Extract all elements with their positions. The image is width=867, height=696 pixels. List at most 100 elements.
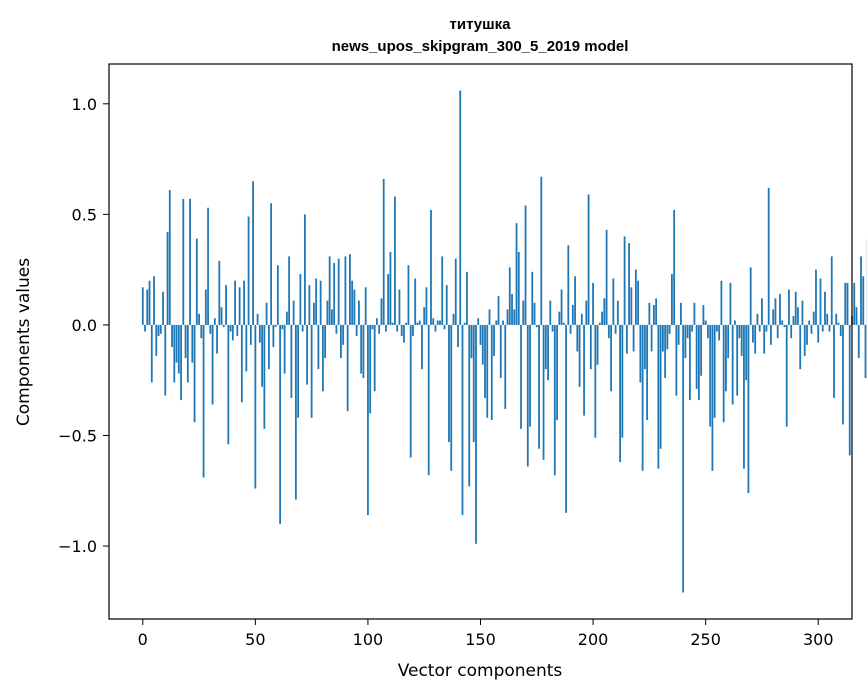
bar-177 [540, 176, 543, 325]
bar-71 [301, 324, 304, 332]
bar-16 [177, 324, 180, 374]
bar-100 [367, 324, 369, 516]
bar-52 [258, 324, 261, 343]
bar-297 [810, 324, 813, 334]
bar-310 [839, 324, 842, 336]
bar-287 [788, 289, 790, 325]
bar-145 [468, 324, 471, 487]
bar-75 [310, 324, 313, 418]
bar-264 [736, 324, 739, 396]
bar-314 [848, 324, 851, 456]
bar-270 [749, 267, 752, 325]
bar-165 [513, 309, 516, 325]
bar-190 [569, 324, 572, 334]
bar-195 [580, 313, 583, 325]
bar-118 [407, 265, 410, 325]
bar-219 [634, 269, 637, 325]
bar-114 [398, 289, 401, 325]
bar-109 [387, 274, 390, 325]
bar-155 [490, 324, 493, 420]
bar-163 [508, 267, 511, 325]
x-tick-label: 250 [690, 630, 721, 649]
bar-26 [200, 324, 203, 339]
bars-group [141, 90, 867, 593]
bar-201 [594, 324, 597, 438]
bar-205 [603, 298, 606, 325]
bar-259 [725, 324, 727, 392]
bar-91 [346, 324, 349, 412]
bar-20 [186, 324, 189, 383]
x-tick-label: 0 [138, 630, 148, 649]
bar-320 [862, 276, 865, 325]
bar-244 [691, 324, 694, 332]
bar-208 [610, 324, 612, 392]
bar-266 [740, 324, 743, 356]
bar-193 [576, 324, 579, 352]
bar-216 [628, 243, 631, 325]
bar-250 [704, 320, 707, 325]
bar-63 [283, 324, 286, 374]
bar-36 [222, 324, 225, 328]
x-tick-label: 100 [353, 630, 384, 649]
bar-192 [574, 276, 576, 325]
bar-80 [321, 324, 324, 392]
bar-167 [517, 251, 520, 325]
bar-47 [247, 216, 250, 325]
bar-58 [272, 324, 275, 348]
bar-239 [679, 302, 682, 325]
bar-90 [344, 256, 347, 325]
bar-311 [842, 324, 844, 425]
bar-131 [436, 320, 439, 325]
bar-260 [727, 324, 730, 359]
bar-232 [664, 324, 667, 378]
bar-73 [306, 324, 309, 385]
bar-254 [713, 324, 716, 418]
bar-218 [632, 324, 635, 352]
bar-94 [353, 289, 356, 325]
bar-184 [556, 324, 558, 420]
bar-316 [853, 282, 856, 325]
bar-313 [846, 282, 849, 325]
bar-50 [254, 324, 257, 489]
bar-140 [457, 324, 459, 348]
bar-99 [364, 287, 367, 325]
bar-122 [416, 322, 419, 325]
bar-273 [756, 313, 759, 325]
bar-24 [195, 238, 198, 325]
bar-196 [583, 324, 585, 416]
bar-312 [844, 282, 847, 325]
bar-126 [425, 287, 428, 325]
bar-175 [535, 324, 538, 328]
bar-82 [326, 300, 329, 325]
bar-289 [792, 316, 795, 325]
bar-5 [153, 276, 155, 325]
bar-186 [560, 289, 563, 325]
y-tick-label: 0.0 [72, 316, 97, 335]
bar-173 [531, 271, 534, 325]
bar-32 [213, 318, 216, 325]
bar-203 [598, 322, 601, 325]
bar-104 [376, 318, 378, 325]
bar-85 [333, 263, 336, 325]
bar-77 [315, 278, 318, 325]
bar-66 [290, 324, 293, 398]
bar-69 [297, 324, 300, 418]
bar-98 [362, 324, 365, 378]
bar-28 [204, 289, 207, 325]
bar-230 [659, 324, 662, 449]
bar-280 [772, 309, 775, 325]
bar-305 [828, 324, 831, 332]
bar-202 [596, 324, 599, 365]
bar-191 [571, 305, 574, 325]
bar-127 [427, 324, 430, 476]
bar-96 [358, 300, 360, 325]
bar-132 [439, 320, 441, 325]
bar-242 [686, 324, 689, 339]
bar-227 [652, 305, 655, 325]
bar-262 [731, 324, 734, 405]
bar-206 [605, 229, 608, 325]
bar-59 [274, 324, 277, 328]
x-axis-ticks: 0 50 100 150 200 250 300 [138, 619, 834, 649]
bar-7 [157, 324, 160, 336]
bar-213 [621, 324, 624, 438]
